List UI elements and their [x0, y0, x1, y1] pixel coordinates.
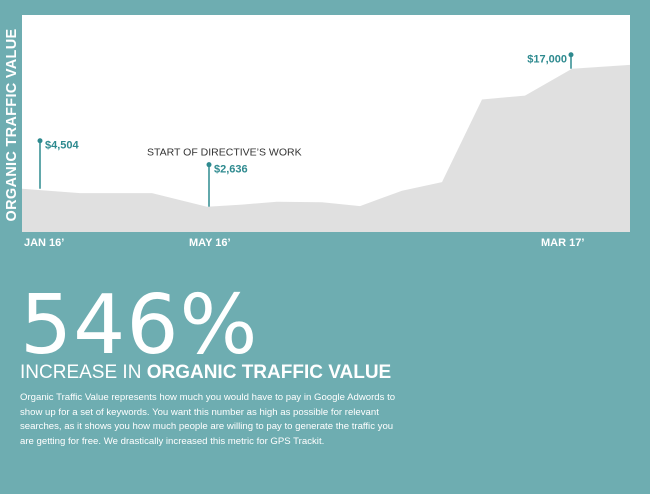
annotation-note: START OF DIRECTIVE’S WORK [147, 147, 302, 159]
annotation-value-label: $17,000 [527, 54, 567, 66]
y-axis-label: ORGANIC TRAFFIC VALUE [4, 28, 20, 222]
x-tick-label: MAR 17’ [541, 237, 585, 249]
stat-headline-prefix: INCREASE IN [20, 362, 147, 383]
stat-headline: INCREASE IN ORGANIC TRAFFIC VALUE [20, 362, 391, 384]
stat-headline-bold: ORGANIC TRAFFIC VALUE [146, 362, 392, 383]
x-tick-label: JAN 16’ [24, 237, 65, 249]
annotation-value-label: $2,636 [214, 164, 248, 176]
area-series [22, 64, 630, 232]
annotation-marker [37, 138, 43, 144]
chart-panel: $4,504 $2,636 START OF DIRECTIVE’S WORK $17… [22, 15, 630, 232]
annotation-marker [568, 52, 574, 58]
stat-value: 546% [20, 278, 259, 373]
x-tick-label: MAY 16’ [189, 237, 231, 249]
annotation-marker [206, 162, 212, 168]
area-chart: $4,504 $2,636 START OF DIRECTIVE’S WORK $17… [22, 52, 630, 232]
stat-description: Organic Traffic Value represents how muc… [20, 392, 396, 447]
annotation-value-label: $4,504 [45, 140, 80, 152]
